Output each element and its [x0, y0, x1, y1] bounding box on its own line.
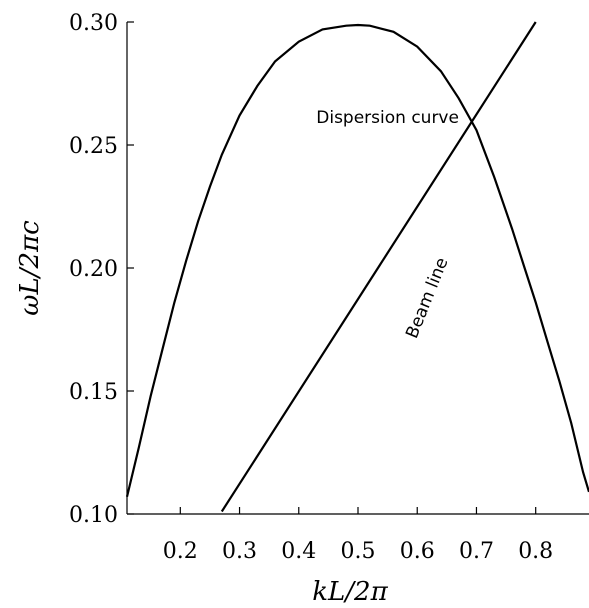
y-ticks: 0.10 0.15 0.20 0.25 0.30: [69, 11, 134, 528]
y-tick-label: 0.15: [69, 380, 118, 405]
x-tick-label: 0.7: [459, 539, 494, 564]
series-line-dispersion-curve: [125, 23, 589, 498]
y-tick-label: 0.25: [69, 134, 118, 159]
y-tick-label: 0.10: [69, 503, 118, 528]
axes: [126, 22, 589, 515]
y-tick-label: 0.20: [69, 257, 118, 282]
series-line-beam-line: [220, 21, 537, 513]
x-tick-label: 0.6: [400, 539, 435, 564]
x-tick-label: 0.5: [341, 539, 376, 564]
annotation-beam-line: Beam line: [402, 255, 452, 341]
annotations: Dispersion curve Beam line: [316, 108, 459, 341]
x-ticks: 0.2 0.3 0.4 0.5 0.6 0.7 0.8: [163, 507, 553, 564]
series-group: [125, 21, 589, 513]
x-tick-label: 0.4: [281, 539, 316, 564]
x-tick-label: 0.8: [518, 539, 553, 564]
y-tick-label: 0.30: [69, 11, 118, 36]
x-tick-label: 0.2: [163, 539, 198, 564]
x-tick-label: 0.3: [222, 539, 257, 564]
y-axis-label: ωL/2πc: [15, 220, 45, 316]
annotation-dispersion-curve: Dispersion curve: [316, 108, 459, 128]
x-axis-label: kL/2π: [312, 577, 388, 607]
